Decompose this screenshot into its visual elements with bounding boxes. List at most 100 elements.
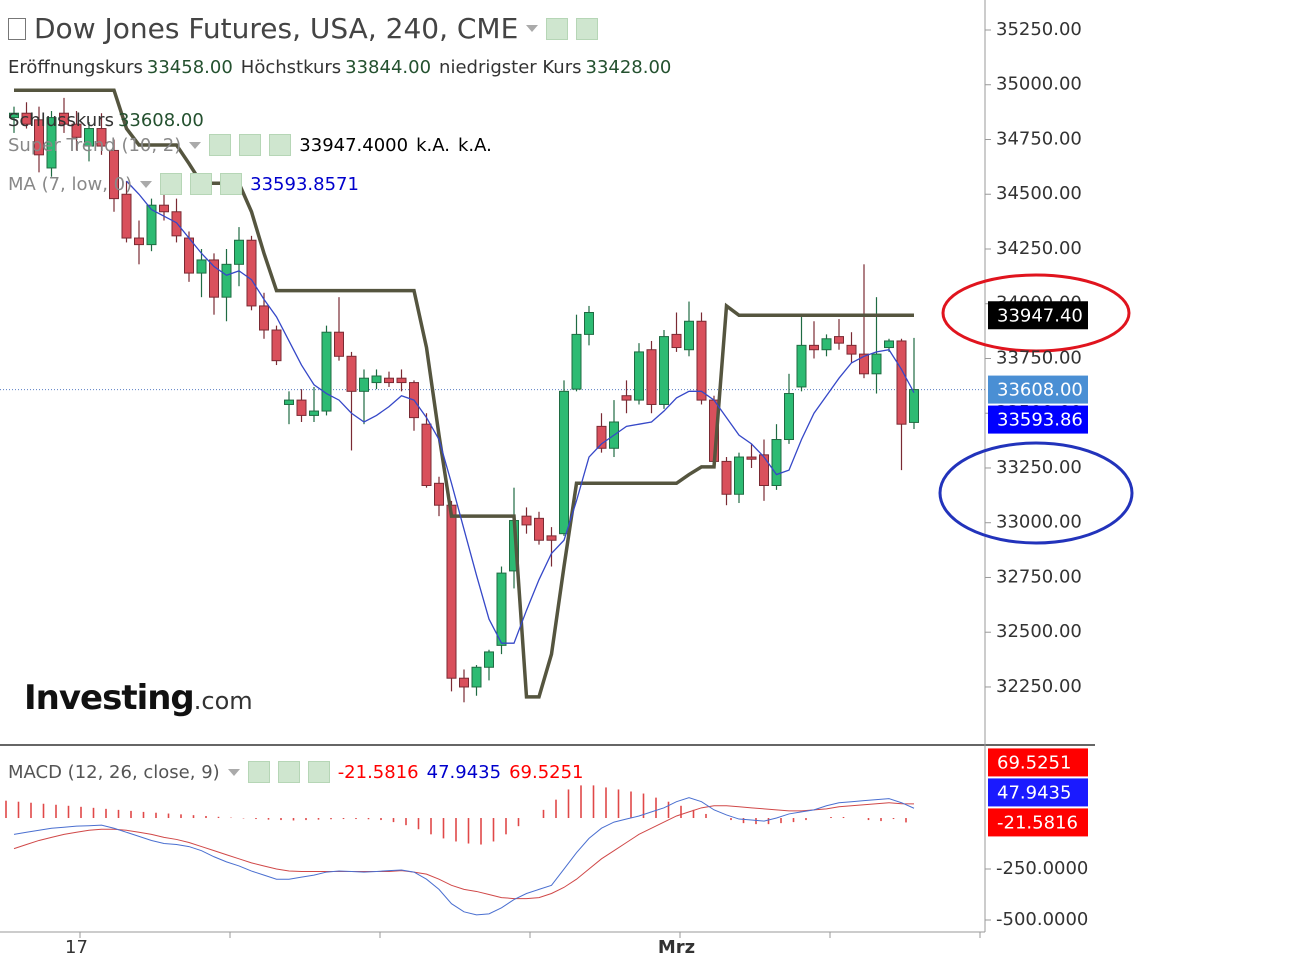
candle-body bbox=[621, 395, 632, 401]
candle-body bbox=[184, 237, 194, 274]
candle-body bbox=[759, 454, 769, 486]
highlight-ellipse-blue bbox=[938, 441, 1134, 545]
gear-icon[interactable] bbox=[576, 17, 599, 40]
candle-body bbox=[84, 128, 94, 147]
candle-body bbox=[784, 393, 794, 441]
indicator-icon[interactable] bbox=[277, 761, 300, 783]
candle-body bbox=[634, 351, 644, 401]
dropdown[interactable] bbox=[189, 141, 202, 149]
y-tick-label: -500.0000 bbox=[996, 909, 1088, 930]
settings-icon[interactable] bbox=[546, 17, 569, 40]
candle-body bbox=[259, 305, 269, 331]
indicator-value: 33593.8571 bbox=[250, 173, 359, 195]
candle-body bbox=[109, 149, 119, 200]
candle-body bbox=[146, 204, 157, 246]
indicator-value: k.A. bbox=[457, 134, 492, 156]
macd-legend: MACD (12, 26, close, 9) -21.5816 47.9435 69… bbox=[8, 761, 584, 783]
candle-body bbox=[171, 211, 182, 237]
candle-body bbox=[421, 423, 432, 486]
supertrend-legend: Super Trend (10, 2) 33947.4000 k.A. k.A. bbox=[8, 134, 492, 156]
candle-body bbox=[496, 572, 507, 646]
y-tick-label: 34250.00 bbox=[996, 238, 1082, 259]
candle-body bbox=[721, 460, 732, 495]
ohlc-label: niedrigster Kurs bbox=[439, 57, 582, 78]
candle-body bbox=[46, 117, 57, 169]
indicator-icon[interactable] bbox=[239, 134, 262, 156]
dropdown[interactable] bbox=[140, 180, 153, 188]
indicator-name: MACD (12, 26, close, 9) bbox=[8, 761, 220, 783]
price-tag-label: 33947.40 bbox=[997, 305, 1083, 326]
ohlc-item: Eröffnungskurs 33458.00 bbox=[8, 57, 233, 78]
y-tick-label: 32500.00 bbox=[996, 621, 1082, 642]
candle-body bbox=[34, 119, 44, 156]
candle-body bbox=[296, 399, 307, 416]
candle-body bbox=[321, 331, 332, 412]
highlight-ellipse-red bbox=[941, 273, 1131, 353]
dropdown[interactable] bbox=[227, 768, 240, 776]
indicator-icon[interactable] bbox=[307, 761, 330, 783]
candle-body bbox=[284, 399, 294, 405]
candle-body bbox=[121, 193, 132, 239]
candle-body bbox=[234, 239, 244, 265]
candle-body bbox=[209, 259, 219, 298]
candle-body bbox=[471, 666, 482, 688]
candle-body bbox=[221, 263, 232, 298]
candle-body bbox=[571, 333, 582, 390]
candle-body bbox=[459, 677, 469, 688]
price-tag bbox=[988, 405, 1088, 434]
price-tag-label: 47.9435 bbox=[997, 782, 1071, 803]
dropdown[interactable] bbox=[526, 25, 539, 32]
collapse-icon[interactable] bbox=[8, 17, 26, 40]
price-tag-label: 69.5251 bbox=[997, 752, 1071, 773]
y-tick-label: 35250.00 bbox=[996, 19, 1082, 40]
indicator-value: k.A. bbox=[416, 134, 450, 156]
candle-body bbox=[896, 340, 907, 425]
ohlc-item: niedrigster Kurs 33428.00 bbox=[439, 57, 671, 78]
candle-body bbox=[646, 349, 657, 405]
candle-body bbox=[534, 517, 544, 541]
ohlc-value: 33458.00 bbox=[146, 57, 233, 78]
candle-body bbox=[671, 333, 682, 349]
y-tick-label: 32250.00 bbox=[996, 676, 1082, 697]
candle-body bbox=[521, 515, 532, 526]
y-tick-label: 33250.00 bbox=[996, 457, 1082, 478]
indicator-icon[interactable] bbox=[220, 173, 243, 195]
candle-body bbox=[809, 344, 819, 351]
candle-body bbox=[59, 112, 69, 125]
indicator-icon[interactable] bbox=[160, 173, 183, 195]
candle-body bbox=[796, 344, 807, 388]
candle-body bbox=[446, 504, 457, 679]
x-tick-label: Mrz bbox=[658, 937, 695, 958]
candle-body bbox=[9, 112, 19, 119]
candle-body bbox=[559, 390, 569, 535]
candle-body bbox=[684, 320, 694, 351]
ma-line bbox=[126, 180, 915, 644]
indicator-name: Super Trend (10, 2) bbox=[8, 134, 182, 156]
candle-body bbox=[909, 389, 919, 423]
logo-name: Investing bbox=[24, 678, 195, 718]
macd-line bbox=[13, 797, 915, 916]
price-tag-label: -21.5816 bbox=[997, 812, 1078, 833]
y-tick-label: -250.0000 bbox=[996, 858, 1088, 879]
indicator-name: MA (7, low, 0) bbox=[8, 173, 133, 195]
supertrend-line bbox=[14, 88, 914, 699]
indicator-icon[interactable] bbox=[247, 761, 270, 783]
candle-body bbox=[21, 112, 32, 125]
indicator-icon[interactable] bbox=[209, 134, 232, 156]
candle-body bbox=[871, 353, 882, 375]
indicator-value: 33947.4000 bbox=[299, 134, 409, 156]
y-tick-label: 32750.00 bbox=[996, 566, 1082, 587]
candle-body bbox=[596, 425, 607, 449]
indicator-icon[interactable] bbox=[269, 134, 292, 156]
candle-body bbox=[309, 410, 319, 416]
y-tick-label: 35000.00 bbox=[996, 74, 1082, 95]
ohlc-value: 33608.00 bbox=[117, 110, 204, 131]
ma-legend: MA (7, low, 0) 33593.8571 bbox=[8, 173, 359, 195]
signal-line bbox=[13, 802, 915, 900]
indicator-icon[interactable] bbox=[190, 173, 213, 195]
candle-body bbox=[384, 377, 394, 384]
price-tag bbox=[988, 808, 1088, 837]
candle-body bbox=[96, 128, 107, 147]
x-tick-label: 17 bbox=[65, 937, 88, 958]
